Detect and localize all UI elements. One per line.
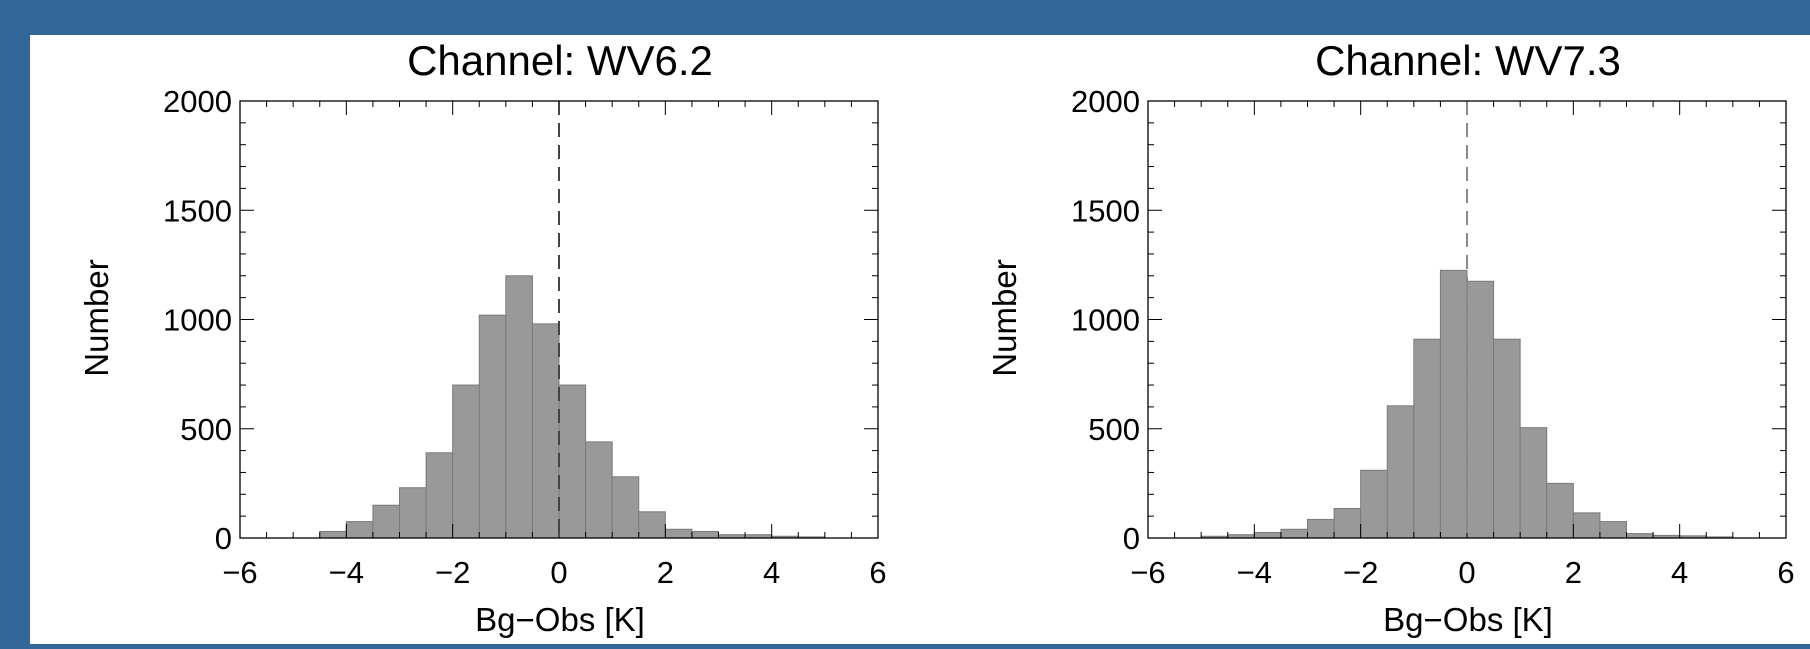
- x-tick-label: −6: [222, 555, 257, 590]
- histogram-bar: [531, 323, 560, 539]
- y-tick-label: 500: [180, 412, 232, 447]
- x-axis-label: Bg−Obs [K]: [1383, 601, 1553, 638]
- histogram-bar: [319, 530, 347, 539]
- y-tick-label: 0: [215, 521, 232, 556]
- x-tick-label: 4: [763, 555, 780, 590]
- histogram-bar: [1333, 508, 1362, 539]
- x-tick-label: 6: [1777, 555, 1794, 590]
- histogram-bar: [638, 511, 666, 539]
- chart-wv62: Channel: WV6.2 Number Bg−Obs [K] −6 −4 −2 0…: [78, 37, 887, 638]
- histogram-bar: [1307, 518, 1335, 539]
- bar-group: [319, 275, 826, 539]
- chart-wv73: Channel: WV7.3 Number Bg−Obs [K] −6 −4 −2 0…: [986, 37, 1795, 638]
- histogram-bar: [1493, 338, 1521, 539]
- histogram-bar: [1572, 512, 1601, 539]
- histogram-bar: [452, 384, 480, 539]
- y-tick-label: 1000: [1071, 303, 1140, 338]
- histogram-bar: [372, 504, 400, 539]
- histogram-bar: [1360, 469, 1388, 539]
- histogram-bar: [664, 528, 693, 539]
- tick-label-group: −6 −4 −2 0 2 4 6 0 500 1000 1500 2000: [163, 84, 887, 590]
- x-tick-label: 2: [657, 555, 674, 590]
- x-tick-label: 0: [1458, 555, 1475, 590]
- x-tick-label: −6: [1130, 555, 1165, 590]
- histogram-bar: [1386, 405, 1415, 539]
- x-tick-label: −2: [1343, 555, 1378, 590]
- y-tick-label: 0: [1123, 521, 1140, 556]
- x-tick-label: 4: [1671, 555, 1688, 590]
- histogram-bar: [558, 384, 587, 539]
- chart-title: Channel: WV6.2: [407, 37, 713, 84]
- x-tick-label: −2: [435, 555, 470, 590]
- histogram-bar: [399, 487, 427, 539]
- chart-title: Channel: WV7.3: [1315, 37, 1621, 84]
- x-tick-label: 2: [1565, 555, 1582, 590]
- histogram-bar: [1466, 280, 1495, 539]
- y-tick-label: 1000: [163, 303, 232, 338]
- y-tick-label: 500: [1088, 412, 1140, 447]
- histogram-bar: [425, 452, 454, 539]
- plot-frame: [239, 100, 879, 539]
- histogram-bar: [1280, 528, 1308, 539]
- y-tick-label: 1500: [163, 193, 232, 228]
- x-axis-label: Bg−Obs [K]: [475, 601, 645, 638]
- histogram-bar: [611, 476, 640, 539]
- y-tick-label: 2000: [1071, 84, 1140, 119]
- histogram-bar: [1546, 482, 1574, 539]
- histogram-bar: [1439, 269, 1468, 539]
- histogram-bar: [505, 275, 533, 539]
- histogram-bar: [1413, 338, 1441, 539]
- histogram-bar: [1253, 532, 1282, 539]
- white-panel: [30, 35, 1810, 644]
- histogram-bar: [478, 314, 507, 539]
- x-tick-label: 6: [869, 555, 886, 590]
- histogram-bar: [1626, 533, 1654, 539]
- histogram-bar: [1599, 521, 1627, 539]
- x-tick-label: 0: [550, 555, 567, 590]
- y-tick-label: 2000: [163, 84, 232, 119]
- tick-label-group: −6 −4 −2 0 2 4 6 0 500 1000 1500 2000: [1071, 84, 1795, 590]
- histogram-bar: [1519, 427, 1548, 539]
- y-tick-label: 1500: [1071, 193, 1140, 228]
- histogram-bar: [585, 441, 613, 539]
- histogram-bar: [691, 530, 720, 539]
- x-tick-label: −4: [1237, 555, 1272, 590]
- histogram-bar: [345, 521, 374, 539]
- plot-frame: [1147, 100, 1787, 539]
- y-axis-label: Number: [78, 259, 115, 376]
- x-tick-label: −4: [329, 555, 364, 590]
- y-axis-label: Number: [986, 259, 1023, 376]
